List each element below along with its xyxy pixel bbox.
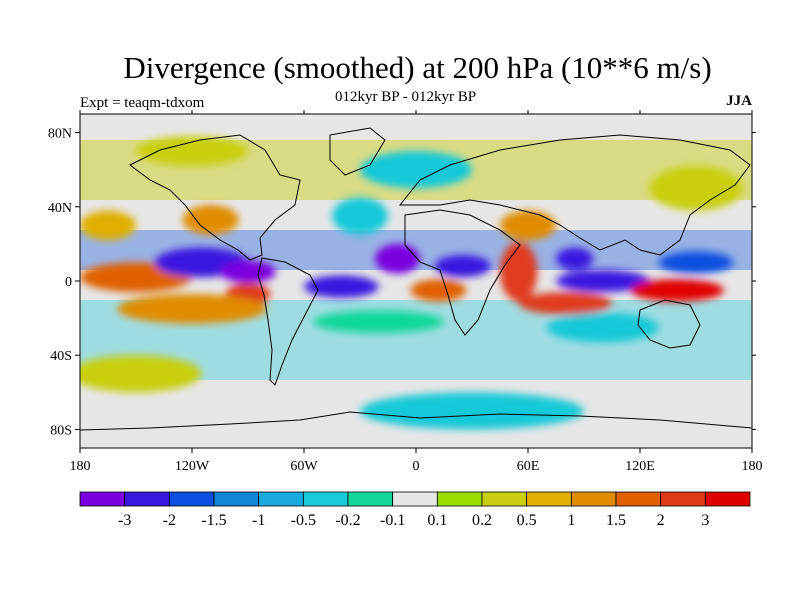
colorbar-swatch [660, 491, 706, 507]
colorbar-label: 2 [657, 512, 665, 529]
colorbar-label: -1.5 [201, 512, 226, 529]
lon-tick-label: 60E [517, 459, 540, 474]
field-blob [182, 204, 239, 235]
colorbar-label: 0.1 [427, 512, 447, 529]
map-title: Divergence (smoothed) at 200 hPa (10**6 … [123, 50, 712, 85]
field-blob [518, 292, 612, 315]
colorbar: -3 -2 -1.5 -1 -0.5 -0.2 -0.1 0.1 0.2 0.5 1 1.5 2 3 [79, 491, 751, 529]
field-blob [304, 275, 379, 298]
field-blob [410, 279, 467, 302]
divergence-field [80, 114, 752, 448]
field-blob [80, 210, 136, 241]
map-axes: 180 120W 60W 0 60E 120E 180 80N 40N 0 40S 80S [48, 110, 763, 474]
colorbar-swatch [704, 491, 751, 507]
coastlines [80, 127, 752, 431]
map-subtitle: 012kyr BP - 012kyr BP [335, 89, 477, 105]
field-blob [360, 151, 472, 189]
colorbar-swatch [392, 491, 438, 507]
lon-tick-label: 180 [70, 459, 91, 474]
field-blob [136, 136, 248, 166]
colorbar-swatch [526, 491, 572, 507]
field-blob [220, 260, 276, 283]
field-blob [332, 197, 388, 235]
field-blob [434, 255, 491, 278]
field-blob [500, 242, 538, 302]
field-blob [360, 392, 584, 430]
lat-tick-label: 40N [48, 201, 72, 216]
coast-greenland [329, 127, 386, 176]
field-blob [649, 165, 743, 211]
colorbar-label: 1 [567, 512, 575, 529]
colorbar-swatch [570, 491, 617, 507]
colorbar-swatch [213, 491, 260, 507]
field-blob [80, 355, 202, 393]
colorbar-swatch [79, 491, 126, 507]
lon-tick-label: 60W [290, 459, 318, 474]
field-blob [500, 210, 556, 241]
field-blob [374, 243, 420, 274]
colorbar-label: 1.5 [606, 512, 626, 529]
coast-north-america [129, 134, 301, 261]
colorbar-label: -0.1 [380, 512, 405, 529]
lat-tick-label: 40S [50, 349, 72, 364]
lon-tick-label: 180 [742, 459, 763, 474]
colorbar-label: 3 [701, 512, 709, 529]
lon-tick-label: 120W [175, 459, 210, 474]
colorbar-swatch [481, 491, 528, 507]
colorbar-swatch [168, 491, 215, 507]
lon-tick-label: 0 [413, 459, 420, 474]
colorbar-label: -2 [163, 512, 176, 529]
coast-south-america [257, 257, 319, 386]
lat-tick-label: 0 [65, 275, 72, 290]
coast-antarctica [80, 411, 752, 431]
lon-tick-label: 120E [625, 459, 655, 474]
colorbar-label: 0.5 [517, 512, 537, 529]
colorbar-swatch [347, 491, 394, 507]
colorbar-swatch [124, 491, 170, 507]
field-blob [556, 269, 650, 293]
colorbar-swatch [615, 491, 662, 507]
colorbar-swatch [302, 491, 349, 507]
field-blob [658, 251, 734, 274]
colorbar-label: 0.2 [472, 512, 492, 529]
coast-eurasia [398, 134, 751, 256]
colorbar-label: -3 [118, 512, 131, 529]
coast-australia [637, 299, 701, 349]
field-blob [117, 293, 267, 324]
colorbar-label: -0.5 [291, 512, 316, 529]
lat-tick-label: 80S [50, 423, 72, 438]
colorbar-label: -0.2 [335, 512, 360, 529]
field-blob [313, 310, 444, 333]
colorbar-label: -1 [252, 512, 265, 529]
field-blob [556, 247, 594, 270]
lat-tick-label: 80N [48, 127, 72, 142]
field-blob [546, 312, 659, 343]
field-blob-layer [80, 136, 743, 430]
experiment-label: Expt = teaqm-tdxom [80, 95, 205, 111]
colorbar-swatch [436, 491, 483, 507]
coast-africa [404, 209, 521, 336]
colorbar-swatch [258, 491, 304, 507]
field-blob [630, 279, 724, 302]
season-label: JJA [726, 93, 752, 109]
